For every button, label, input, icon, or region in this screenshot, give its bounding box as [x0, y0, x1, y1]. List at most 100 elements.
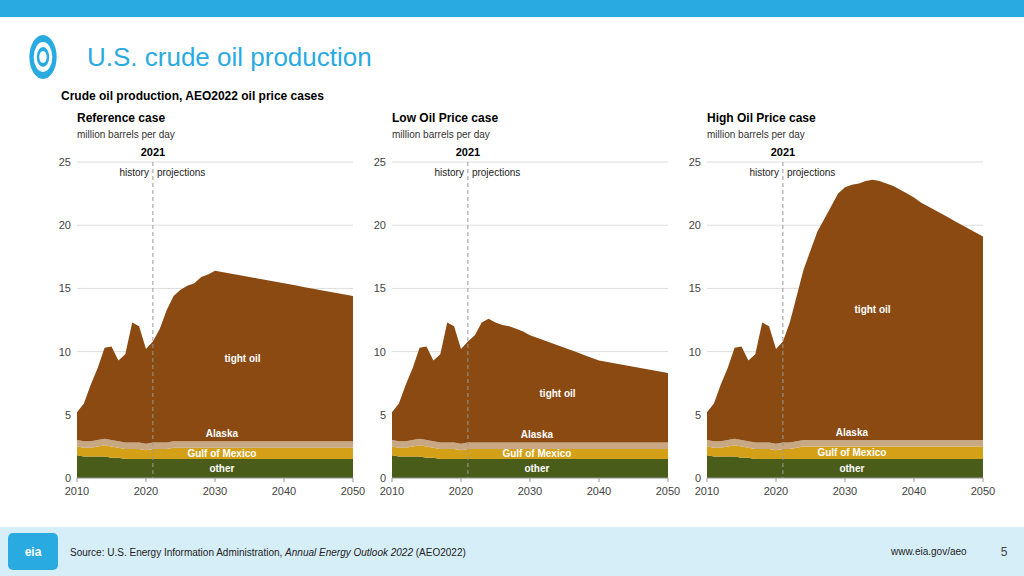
- projections-label: projections: [157, 167, 205, 178]
- x-tick-label: 2040: [272, 485, 296, 497]
- history-year: 2021: [456, 146, 480, 158]
- series-label: Gulf of Mexico: [817, 447, 886, 458]
- logo-ring: [29, 35, 56, 79]
- series-label: other: [524, 463, 549, 474]
- x-tick: [215, 478, 216, 482]
- panel-title: Reference case: [77, 111, 165, 125]
- grid-line: [392, 162, 668, 163]
- history-line: [782, 162, 783, 478]
- series-label: Alaska: [521, 429, 554, 440]
- grid-line: [392, 225, 668, 226]
- x-tick-label: 2020: [134, 485, 158, 497]
- logo-ring: [39, 51, 46, 63]
- x-tick: [845, 478, 846, 482]
- series-label: tight oil: [855, 304, 891, 315]
- history-label: history: [749, 167, 778, 178]
- x-tick: [353, 478, 354, 482]
- y-tick-label: 25: [689, 156, 701, 168]
- x-tick: [776, 478, 777, 482]
- history-label: history: [434, 167, 463, 178]
- logo-icon: [29, 35, 56, 79]
- footer: [0, 527, 1024, 576]
- x-tick-label: 2050: [341, 485, 365, 497]
- plot-area: [392, 319, 668, 478]
- grid-line: [392, 288, 668, 289]
- source: Source: U.S. Energy Information Administ…: [70, 546, 466, 557]
- y-tick-label: 10: [689, 346, 701, 358]
- badge: [8, 533, 58, 570]
- x-tick-label: 2010: [65, 485, 89, 497]
- y-tick-label: 15: [374, 282, 386, 294]
- source-suffix: (AEO2022): [413, 546, 466, 557]
- x-tick: [668, 478, 669, 482]
- top-stripe: [0, 0, 1024, 17]
- x-tick: [284, 478, 285, 482]
- y-tick-label: 10: [59, 346, 71, 358]
- plot-area: [77, 271, 353, 478]
- page-number: 5: [1001, 545, 1008, 559]
- x-tick: [707, 478, 708, 482]
- area: [707, 180, 983, 444]
- area: [392, 319, 668, 444]
- panel-subtitle: million barrels per day: [392, 129, 490, 140]
- y-tick-label: 5: [380, 409, 386, 421]
- x-tick-label: 2030: [203, 485, 227, 497]
- x-tick-label: 2020: [764, 485, 788, 497]
- y-tick-label: 5: [695, 409, 701, 421]
- area: [77, 271, 353, 444]
- x-tick-label: 2010: [380, 485, 404, 497]
- x-tick: [392, 478, 393, 482]
- y-tick-label: 25: [374, 156, 386, 168]
- panel-title: High Oil Price case: [707, 111, 816, 125]
- plot-area: [707, 180, 983, 478]
- y-tick-label: 0: [65, 472, 71, 484]
- grid-line: [77, 162, 353, 163]
- x-tick: [914, 478, 915, 482]
- x-tick-label: 2050: [656, 485, 680, 497]
- grid-line: [707, 162, 983, 163]
- series-label: Gulf of Mexico: [187, 448, 256, 459]
- x-tick: [530, 478, 531, 482]
- history-year: 2021: [771, 146, 795, 158]
- x-tick-label: 2040: [902, 485, 926, 497]
- panel-title: Low Oil Price case: [392, 111, 498, 125]
- x-tick: [461, 478, 462, 482]
- series-label: tight oil: [225, 353, 261, 364]
- source-italic: Annual Energy Outlook 2022: [284, 546, 413, 557]
- y-tick-label: 20: [374, 219, 386, 231]
- series-label: tight oil: [540, 388, 576, 399]
- x-tick-label: 2020: [449, 485, 473, 497]
- badge-text: eia: [25, 545, 42, 559]
- y-tick-label: 0: [695, 472, 701, 484]
- x-tick: [599, 478, 600, 482]
- y-tick-label: 15: [689, 282, 701, 294]
- panel: Reference case million barrels per day 0 5 1…: [59, 111, 365, 497]
- x-tick: [77, 478, 78, 482]
- y-tick-label: 25: [59, 156, 71, 168]
- x-tick-label: 2030: [518, 485, 542, 497]
- panel-subtitle: million barrels per day: [77, 129, 175, 140]
- history-line: [152, 162, 153, 478]
- x-tick: [146, 478, 147, 482]
- page: U.S. crude oil productionCrude oil produ…: [0, 0, 1024, 576]
- x-tick-label: 2010: [695, 485, 719, 497]
- page-title: U.S. crude oil production: [87, 42, 372, 72]
- y-tick-label: 5: [65, 409, 71, 421]
- series-label: other: [839, 463, 864, 474]
- panel-subtitle: million barrels per day: [707, 129, 805, 140]
- logo-ring: [37, 47, 49, 67]
- y-tick-label: 20: [689, 219, 701, 231]
- x-tick-label: 2050: [971, 485, 995, 497]
- y-tick-label: 20: [59, 219, 71, 231]
- grid-line: [77, 225, 353, 226]
- series-label: other: [209, 463, 234, 474]
- source-text: Source: U.S. Energy Information Administ…: [70, 546, 285, 557]
- series-label: Alaska: [206, 428, 239, 439]
- y-tick-label: 10: [374, 346, 386, 358]
- series-label: Alaska: [836, 427, 869, 438]
- y-tick-label: 0: [380, 472, 386, 484]
- panel: High Oil Price case million barrels per d…: [689, 111, 995, 497]
- logo-ring: [34, 42, 53, 72]
- url: www.eia.gov/aeo: [890, 546, 967, 557]
- x-tick-label: 2040: [587, 485, 611, 497]
